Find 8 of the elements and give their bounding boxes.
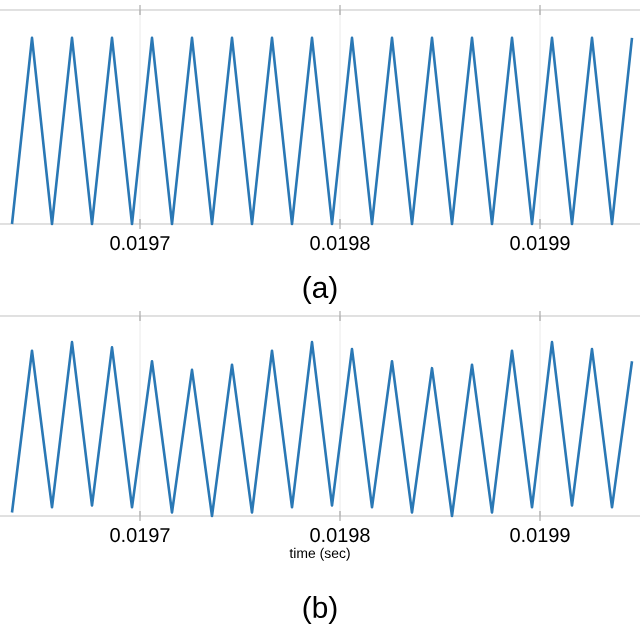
x-tick-label: 0.0199 bbox=[510, 528, 570, 543]
x-tick-label: 0.0198 bbox=[310, 236, 370, 251]
text: (a) bbox=[303, 276, 337, 304]
x-tick-label: 0.0198 bbox=[310, 528, 370, 543]
x-tick-label: 0.0197 bbox=[110, 528, 170, 543]
text: (b) bbox=[303, 596, 337, 624]
x-tick-label: 0.0197 bbox=[110, 236, 170, 251]
x-tick-label: 0.0199 bbox=[510, 236, 570, 251]
